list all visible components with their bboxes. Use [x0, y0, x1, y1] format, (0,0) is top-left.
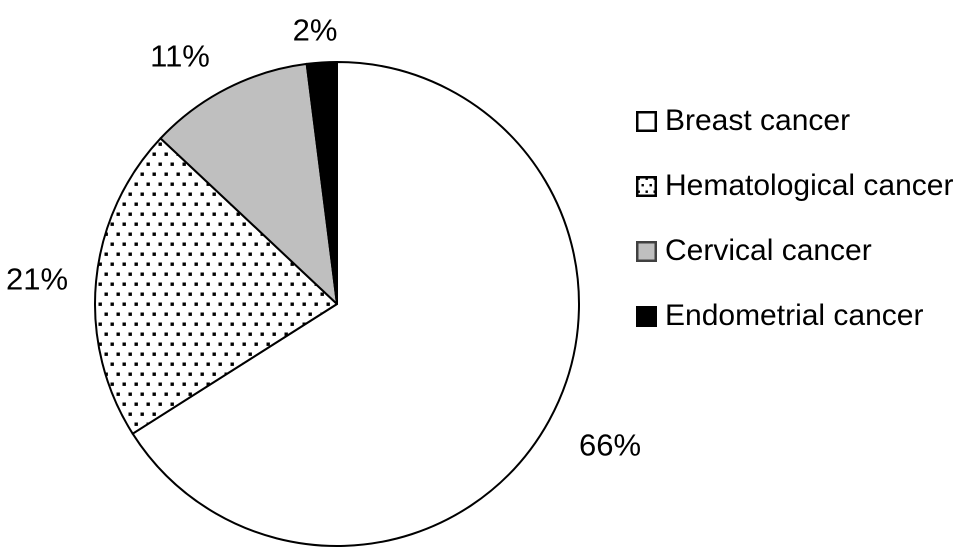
legend-item-cervical: Cervical cancer	[636, 234, 953, 267]
slice-percent-label-cervical: 11%	[150, 38, 210, 74]
slice-percent-label-endometrial: 2%	[292, 12, 338, 48]
pie-slice-cervical	[159, 62, 338, 305]
slice-percent-label-hematological: 21%	[5, 261, 69, 297]
legend-item-hematological: Hematological cancer	[636, 169, 954, 202]
legend-swatch-hematological	[636, 175, 657, 197]
legend-swatch-breast	[636, 110, 657, 132]
pie-slice-endometrial	[305, 61, 338, 305]
legend-label-endometrial: Endometrial cancer	[665, 299, 924, 332]
slice-percent-label-breast: 66%	[578, 427, 642, 463]
legend-label-breast: Breast cancer	[665, 104, 851, 137]
legend-swatch-endometrial	[636, 305, 657, 327]
legend-swatch-cervical	[636, 240, 657, 262]
pie-slice-breast	[131, 61, 580, 547]
pie-slice-hematological	[94, 137, 338, 435]
legend-item-endometrial: Endometrial cancer	[636, 299, 953, 332]
legend-label-hematological: Hematological cancer	[665, 169, 954, 202]
legend-item-breast: Breast cancer	[636, 104, 953, 137]
legend: Breast cancer Hematological cancer Cervi…	[636, 104, 954, 332]
legend-label-cervical: Cervical cancer	[665, 234, 872, 267]
